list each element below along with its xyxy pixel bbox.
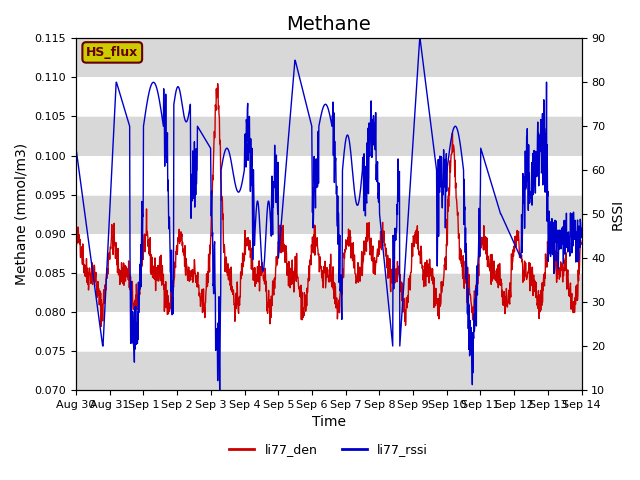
Title: Methane: Methane <box>287 15 371 34</box>
Y-axis label: RSSI: RSSI <box>611 199 625 230</box>
X-axis label: Time: Time <box>312 415 346 429</box>
Bar <box>76 194 582 234</box>
Bar <box>76 351 582 390</box>
Bar <box>76 117 582 156</box>
Bar <box>76 38 582 77</box>
Bar <box>76 273 582 312</box>
Text: HS_flux: HS_flux <box>86 46 138 59</box>
Legend: li77_den, li77_rssi: li77_den, li77_rssi <box>225 438 433 461</box>
Y-axis label: Methane (mmol/m3): Methane (mmol/m3) <box>15 143 29 285</box>
